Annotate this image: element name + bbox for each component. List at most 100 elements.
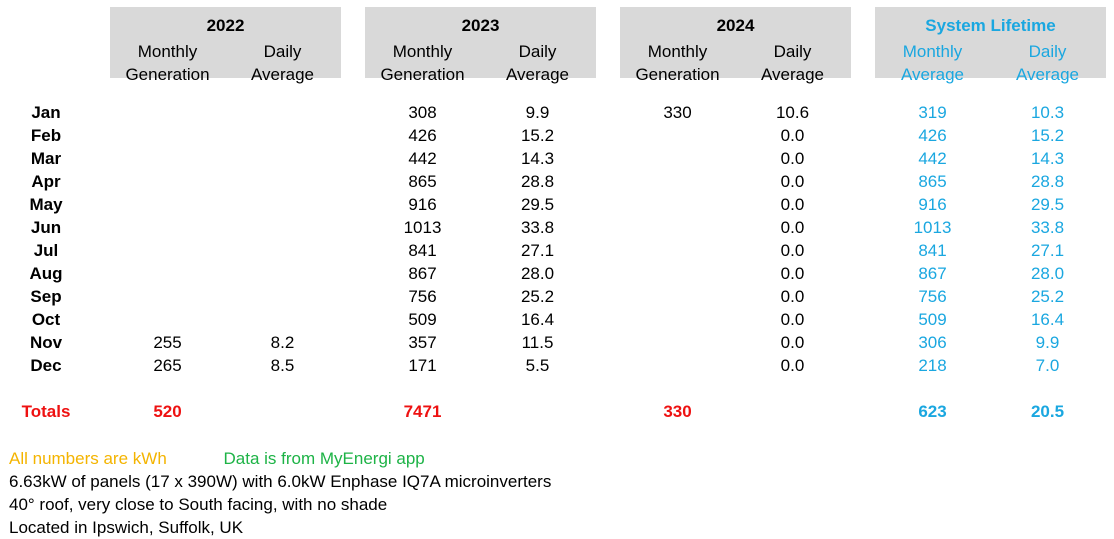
table-cell: 7.0: [1035, 356, 1060, 375]
header-2024: 2024 Monthly Generation Daily Average: [620, 7, 851, 84]
table-cell: 509: [408, 310, 437, 329]
table-cell: 33.8: [520, 218, 555, 237]
table-cell: 27.1: [1030, 241, 1065, 260]
table-cell: 8.5: [270, 356, 295, 375]
table-cell: 0.0: [780, 241, 805, 260]
table-cell: 756: [408, 287, 437, 306]
table-cell: 265: [153, 356, 182, 375]
col-header-monthly: Monthly Generation: [125, 42, 210, 84]
table-cell: 9.9: [525, 103, 550, 122]
table-cell: 16.4: [1030, 310, 1065, 329]
table-cell: 867: [918, 264, 947, 283]
source-note: Data is from MyEnergi app: [223, 449, 425, 468]
table-cell: 916: [918, 195, 947, 214]
location-note: Located in Ipswich, Suffolk, UK: [9, 518, 244, 537]
table-cell: 0.0: [780, 264, 805, 283]
table-cell: 29.5: [520, 195, 555, 214]
table-cell: 0.0: [780, 287, 805, 306]
col-header-monthly: Monthly Generation: [635, 42, 720, 84]
table-cell: 0.0: [780, 356, 805, 375]
table-cell: 841: [918, 241, 947, 260]
table-cell: 509: [918, 310, 947, 329]
col-header-monthly: Monthly Average: [900, 42, 964, 84]
col-header-daily: Daily Average: [760, 42, 824, 84]
month-label: Sep: [30, 287, 62, 306]
table-cell: 10.6: [775, 103, 810, 122]
table-cell: 426: [408, 126, 437, 145]
table-cell: 865: [408, 172, 437, 191]
totals-cell: 20.5: [1030, 402, 1065, 421]
col-header-daily: Daily Average: [505, 42, 569, 84]
table-cell: 330: [663, 103, 692, 122]
month-label: Nov: [29, 333, 63, 352]
col-header-daily: Daily Average: [1015, 42, 1079, 84]
month-label: Dec: [30, 356, 62, 375]
month-label: Jan: [31, 103, 61, 122]
header-system-lifetime: System Lifetime Monthly Average Daily Aver…: [875, 7, 1106, 84]
month-label: Oct: [31, 310, 61, 329]
table-cell: 1013: [913, 218, 952, 237]
year-label: 2023: [461, 16, 500, 35]
table-cell: 25.2: [520, 287, 555, 306]
year-label: 2024: [716, 16, 755, 35]
month-label: Aug: [29, 264, 63, 283]
table-cell: 28.8: [520, 172, 555, 191]
table-cell: 0.0: [780, 218, 805, 237]
table-cell: 9.9: [1035, 333, 1060, 352]
year-label: System Lifetime: [925, 16, 1056, 35]
table-cell: 5.5: [525, 356, 550, 375]
table-cell: 0.0: [780, 126, 805, 145]
table-cell: 0.0: [780, 333, 805, 352]
table-cell: 16.4: [520, 310, 555, 329]
table-cell: 28.8: [1030, 172, 1065, 191]
table-cell: 308: [408, 103, 437, 122]
panel-info-note: 6.63kW of panels (17 x 390W) with 6.0kW …: [9, 472, 552, 491]
totals-label: Totals: [21, 402, 71, 421]
table-cell: 1013: [403, 218, 442, 237]
totals-cell: 623: [918, 402, 947, 421]
table-cell: 865: [918, 172, 947, 191]
table-cell: 218: [918, 356, 947, 375]
table-cell: 10.3: [1030, 103, 1065, 122]
totals-cell: 330: [663, 402, 692, 421]
month-label: May: [29, 195, 63, 214]
table-cell: 14.3: [520, 149, 555, 168]
table-cell: 27.1: [520, 241, 555, 260]
header-2022: 2022 Monthly Generation Daily Average: [110, 7, 341, 84]
units-note: All numbers are kWh: [9, 449, 167, 468]
month-label: Apr: [31, 172, 61, 191]
table-cell: 25.2: [1030, 287, 1065, 306]
month-label: Jun: [30, 218, 62, 237]
year-label: 2022: [206, 16, 245, 35]
table-cell: 442: [918, 149, 947, 168]
table-cell: 442: [408, 149, 437, 168]
table-cell: 0.0: [780, 195, 805, 214]
table-cell: 255: [153, 333, 182, 352]
table-cell: 319: [918, 103, 947, 122]
table-cell: 0.0: [780, 172, 805, 191]
month-label: Jul: [33, 241, 59, 260]
table-cell: 11.5: [521, 333, 554, 352]
table-cell: 14.3: [1030, 149, 1065, 168]
table-cell: 28.0: [1030, 264, 1065, 283]
table-cell: 28.0: [520, 264, 555, 283]
header-2023: 2023 Monthly Generation Daily Average: [365, 7, 596, 84]
table-cell: 15.2: [520, 126, 555, 145]
units-note-line: All numbers are kWh Data is from MyEnerg…: [9, 447, 425, 470]
month-label: Mar: [30, 149, 62, 168]
table-cell: 15.2: [1030, 126, 1065, 145]
roof-info-note: 40° roof, very close to South facing, wi…: [9, 495, 388, 514]
col-header-daily: Daily Average: [250, 42, 314, 84]
totals-cell: 7471: [403, 402, 442, 421]
table-cell: 8.2: [270, 333, 295, 352]
table-cell: 756: [918, 287, 947, 306]
table-cell: 0.0: [780, 149, 805, 168]
table-cell: 357: [408, 333, 437, 352]
table-cell: 0.0: [780, 310, 805, 329]
col-header-monthly: Monthly Generation: [380, 42, 465, 84]
table-cell: 306: [918, 333, 947, 352]
table-cell: 33.8: [1030, 218, 1065, 237]
table-cell: 426: [918, 126, 947, 145]
table-cell: 916: [408, 195, 437, 214]
table-cell: 867: [408, 264, 437, 283]
